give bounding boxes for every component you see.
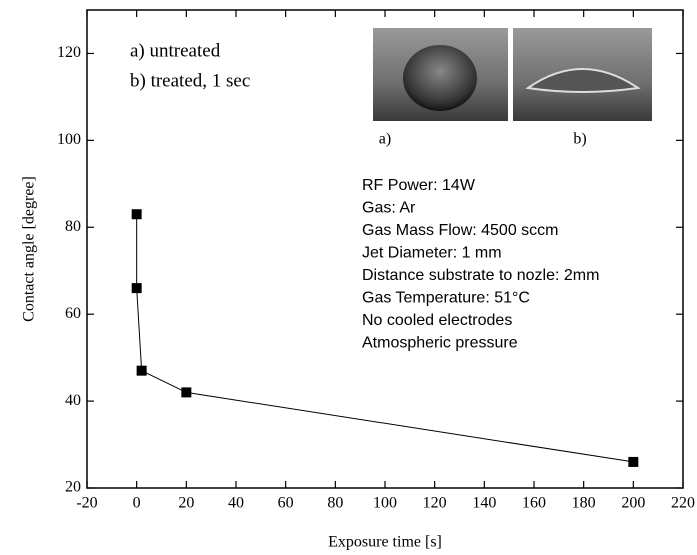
droplet-a: [403, 45, 477, 111]
droplet-b: [525, 68, 641, 93]
marker: [136, 365, 147, 376]
condition: Gas Temperature: 51°C: [362, 290, 530, 307]
x-tick-label: -20: [76, 495, 97, 512]
x-tick-label: 180: [572, 495, 596, 512]
marker: [181, 387, 192, 398]
y-tick-label: 80: [65, 218, 81, 235]
x-tick-label: 200: [621, 495, 645, 512]
condition: No cooled electrodes: [362, 312, 512, 329]
marker: [628, 456, 639, 467]
y-axis-label: Contact angle [degree]: [21, 176, 38, 322]
x-tick-label: 140: [472, 495, 496, 512]
sample-note: b) treated, 1 sec: [130, 70, 250, 91]
condition: RF Power: 14W: [362, 177, 476, 194]
x-tick-label: 120: [423, 495, 447, 512]
inset-photos: [373, 28, 652, 121]
x-tick-label: 100: [373, 495, 397, 512]
marker: [131, 209, 142, 220]
x-tick-label: 80: [327, 495, 343, 512]
y-tick-label: 20: [65, 479, 81, 496]
y-tick-label: 100: [57, 131, 81, 148]
condition: Gas: Ar: [362, 200, 416, 217]
x-tick-label: 20: [178, 495, 194, 512]
condition: Distance substrate to nozle: 2mm: [362, 267, 599, 284]
y-tick-label: 40: [65, 392, 81, 409]
x-tick-label: 40: [228, 495, 244, 512]
condition: Gas Mass Flow: 4500 sccm: [362, 222, 559, 239]
x-tick-label: 220: [671, 495, 695, 512]
condition: Jet Diameter: 1 mm: [362, 245, 502, 262]
condition: Atmospheric pressure: [362, 335, 518, 352]
y-tick-label: 120: [57, 44, 81, 61]
x-tick-label: 160: [522, 495, 546, 512]
x-tick-label: 60: [278, 495, 294, 512]
inset-label: a): [379, 131, 391, 148]
x-tick-label: 0: [133, 495, 141, 512]
sample-note: a) untreated: [130, 40, 221, 61]
x-axis-label: Exposure time [s]: [328, 534, 442, 551]
inset-label: b): [573, 131, 586, 148]
y-tick-label: 60: [65, 305, 81, 322]
marker: [131, 283, 142, 294]
